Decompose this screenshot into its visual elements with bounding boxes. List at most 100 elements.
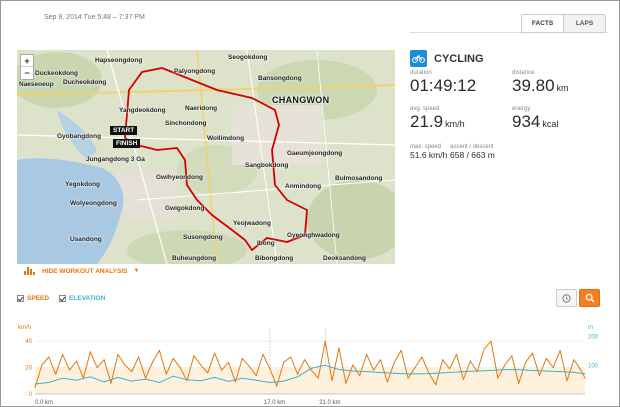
map-label: Naeridong — [185, 105, 218, 112]
right-axis-unit: m — [588, 325, 593, 331]
elevation-point — [476, 370, 478, 372]
route-map[interactable]: + − START FINISH Hapseongdong Seogokdong… — [17, 50, 395, 264]
speed-point — [552, 367, 554, 369]
sport-header: CYCLING — [410, 50, 610, 67]
map-label: Ibong — [257, 240, 275, 247]
speed-point — [573, 359, 575, 361]
distance-stat: distance 39.80 km — [512, 70, 569, 96]
speed-point — [545, 357, 547, 359]
energy-unit: kcal — [542, 119, 559, 129]
map-label: Usandong — [70, 236, 102, 243]
speed-point — [158, 349, 160, 351]
speed-point — [262, 353, 264, 355]
speed-point — [179, 367, 181, 369]
zoom-in-button[interactable]: + — [21, 55, 33, 67]
speed-point — [172, 357, 174, 359]
elevation-point — [449, 372, 451, 373]
speed-point — [490, 340, 492, 342]
workout-datetime: Sep 9, 2014 Tue 5:48 – 7:37 PM — [44, 14, 145, 21]
tab-laps[interactable]: LAPS — [575, 20, 594, 27]
speed-legend-toggle[interactable]: SPEED — [17, 295, 49, 302]
left-tick-label: 0 — [29, 392, 33, 398]
elevation-point — [490, 370, 492, 371]
elevation-point — [131, 380, 133, 382]
map-label: Sinchondong — [165, 120, 207, 127]
max-speed-label: max. speed — [410, 144, 442, 150]
speed-point — [124, 364, 126, 366]
ascent-descent-stat: ascent / descent 658 / 663 m — [450, 144, 495, 160]
map-label: Gaeumjeongdong — [287, 150, 343, 157]
speed-point — [193, 355, 195, 357]
speed-point — [269, 368, 271, 370]
map-label: Gyobangdong — [57, 133, 102, 140]
speed-point — [214, 352, 216, 354]
chart-mode-buttons — [556, 289, 600, 307]
energy-value-group: 934 kcal — [512, 112, 558, 132]
map-label: Susongdong — [183, 234, 223, 241]
speed-point — [145, 377, 147, 379]
speed-point — [200, 364, 202, 366]
speed-point — [234, 381, 236, 383]
tab-facts[interactable]: FACTS — [522, 15, 564, 32]
speed-point — [345, 382, 347, 384]
elevation-legend-toggle[interactable]: ELEVATION — [59, 295, 105, 302]
speed-point — [442, 359, 444, 361]
avg-speed-unit: km/h — [445, 119, 465, 129]
elevation-point — [352, 370, 354, 372]
zoom-button[interactable] — [579, 289, 600, 307]
speed-point — [297, 373, 299, 375]
map-label: Gwihyeondong — [156, 174, 203, 181]
speed-point — [497, 377, 499, 379]
speed-point — [186, 380, 188, 382]
map-label: Yeojwadong — [233, 220, 271, 227]
speed-point — [41, 364, 43, 366]
chart-legend: SPEED ELEVATION — [17, 295, 105, 302]
map-label: Yangdeokdong — [119, 107, 166, 114]
speed-point — [310, 369, 312, 371]
zoom-out-button[interactable]: − — [24, 68, 30, 78]
speed-checkbox[interactable] — [17, 295, 24, 302]
avg-speed-label: avg. speed — [410, 106, 440, 112]
elevation-point — [324, 364, 326, 366]
map-label: Hapseongdong — [95, 57, 143, 64]
map-label: Seogokdong — [228, 54, 268, 61]
sport-name: CYCLING — [434, 52, 484, 65]
map-label: Jungangdong 3 Ga — [86, 156, 145, 163]
speed-point — [62, 353, 64, 355]
speed-point — [504, 364, 506, 366]
hide-workout-analysis-label: HIDE WORKOUT ANALYSIS — [42, 267, 128, 275]
hide-workout-analysis-toggle[interactable]: HIDE WORKOUT ANALYSIS ▼ — [24, 267, 139, 275]
x-tick-label: 21.0 km — [319, 400, 340, 406]
ascent-descent-label: ascent / descent — [450, 144, 494, 150]
elevation-point — [518, 369, 520, 371]
chevron-down-icon: ▼ — [133, 268, 140, 274]
elevation-checkbox[interactable] — [59, 295, 67, 302]
left-axis-unit: km/h — [18, 325, 31, 331]
map-label: CHANGWON — [272, 95, 330, 105]
speed-legend-label: SPEED — [27, 295, 50, 302]
duration-value: 01:49:12 — [410, 76, 477, 95]
speed-point — [359, 375, 361, 376]
elevation-point — [172, 375, 174, 377]
map-label: Gyeonghwadong — [287, 232, 340, 239]
x-tick-label: 0.0 km — [35, 400, 53, 406]
speed-point — [55, 373, 57, 375]
speed-point — [117, 353, 119, 355]
map-label: Bulmosandong — [335, 175, 383, 182]
speed-point — [131, 371, 133, 373]
elevation-point — [186, 379, 188, 381]
speed-point — [400, 349, 402, 351]
speed-elevation-chart[interactable]: 0 20 40 km/h 100 200 m 0.0 km 17.0 km 21.0 km — [17, 322, 603, 407]
speed-point — [462, 379, 464, 380]
time-axis-button[interactable] — [556, 289, 577, 307]
elevation-point — [269, 382, 271, 383]
speed-point — [48, 356, 50, 358]
speed-point — [352, 364, 354, 366]
elevation-point — [158, 382, 160, 383]
speed-point — [69, 369, 70, 371]
elevation-point — [283, 380, 285, 382]
speed-point — [110, 382, 112, 384]
elevation-point — [310, 367, 312, 369]
elevation-point — [145, 378, 147, 380]
speed-point — [221, 369, 223, 371]
